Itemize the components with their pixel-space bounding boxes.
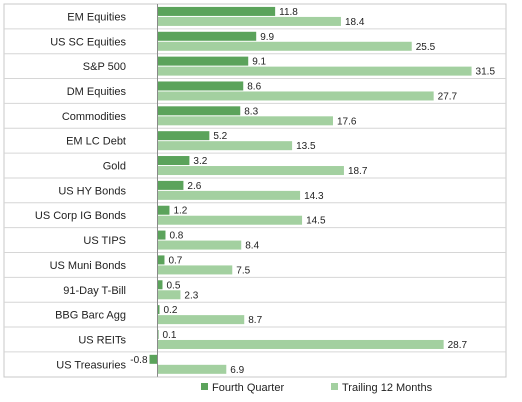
category-label-em-lc-debt: EM LC Debt <box>66 136 126 148</box>
value-label-trailing-12-months-us-hy-bonds: 14.3 <box>304 191 324 202</box>
bar-fourth-quarter-us-hy-bonds <box>157 180 184 190</box>
value-label-fourth-quarter-em-equities: 11.8 <box>279 7 298 18</box>
category-label-commodities: Commodities <box>62 111 127 123</box>
value-label-trailing-12-months-dm-equities: 27.7 <box>438 91 458 102</box>
category-label-us-reits: US REITs <box>78 334 126 346</box>
value-label-trailing-12-months-us-sc-equities: 25.5 <box>416 42 436 53</box>
category-label-bbg-barc-agg: BBG Barc Agg <box>55 310 126 322</box>
bar-trailing-12-months-gold <box>157 166 344 176</box>
bar-fourth-quarter-91-day-t-bill <box>157 280 163 290</box>
value-label-fourth-quarter-us-tips: 0.8 <box>169 231 183 242</box>
value-label-fourth-quarter-commodities: 8.3 <box>244 106 258 117</box>
category-label-91-day-t-bill: 91-Day T-Bill <box>63 285 126 297</box>
bar-trailing-12-months-commodities <box>157 116 333 126</box>
value-label-fourth-quarter-gold: 3.2 <box>193 156 207 167</box>
bar-trailing-12-months-us-sc-equities <box>157 41 412 51</box>
bar-trailing-12-months-91-day-t-bill <box>157 290 181 300</box>
value-label-fourth-quarter-us-sc-equities: 9.9 <box>260 32 274 43</box>
legend: Fourth Quarter Trailing 12 Months <box>201 382 433 394</box>
bar-fourth-quarter-gold <box>157 156 190 166</box>
value-label-fourth-quarter-sandp-500: 9.1 <box>252 57 266 68</box>
bar-fourth-quarter-dm-equities <box>157 81 244 91</box>
value-label-trailing-12-months-commodities: 17.6 <box>337 116 357 127</box>
bar-fourth-quarter-bbg-barc-agg <box>157 305 160 315</box>
category-label-us-muni-bonds: US Muni Bonds <box>50 260 127 272</box>
value-label-trailing-12-months-gold: 18.7 <box>348 166 368 177</box>
value-labels: 11.8 18.4 9.9 25.5 9.1 31.5 8.6 27.7 8.3 17.6 5.2 1… <box>130 7 495 376</box>
value-label-fourth-quarter-em-lc-debt: 5.2 <box>213 131 227 142</box>
value-label-fourth-quarter-us-treasuries: -0.8 <box>130 355 148 366</box>
value-label-fourth-quarter-91-day-t-bill: 0.5 <box>166 280 180 291</box>
value-label-trailing-12-months-us-treasuries: 6.9 <box>230 365 244 376</box>
bar-trailing-12-months-us-muni-bonds <box>157 265 233 275</box>
category-label-dm-equities: DM Equities <box>67 86 127 98</box>
value-label-trailing-12-months-sandp-500: 31.5 <box>476 67 496 78</box>
category-label-us-treasuries: US Treasuries <box>56 359 126 371</box>
bar-fourth-quarter-us-tips <box>157 230 166 240</box>
value-label-fourth-quarter-us-corp-ig-bonds: 1.2 <box>173 206 187 217</box>
bar-trailing-12-months-sandp-500 <box>157 66 472 76</box>
bars-layer <box>149 6 472 374</box>
bar-trailing-12-months-em-equities <box>157 16 341 26</box>
value-label-trailing-12-months-us-reits: 28.7 <box>448 340 468 351</box>
bar-fourth-quarter-commodities <box>157 106 241 116</box>
legend-swatch-fourth-quarter <box>201 383 208 390</box>
value-label-fourth-quarter-bbg-barc-agg: 0.2 <box>163 305 177 316</box>
category-label-us-sc-equities: US SC Equities <box>50 36 126 48</box>
bar-trailing-12-months-us-treasuries <box>157 364 227 374</box>
value-label-trailing-12-months-em-lc-debt: 13.5 <box>296 141 316 152</box>
value-label-trailing-12-months-em-equities: 18.4 <box>345 17 365 28</box>
bar-fourth-quarter-us-treasuries <box>149 354 158 364</box>
value-label-fourth-quarter-us-muni-bonds: 0.7 <box>168 255 182 266</box>
value-label-fourth-quarter-dm-equities: 8.6 <box>247 81 261 92</box>
bar-fourth-quarter-us-muni-bonds <box>157 255 165 265</box>
bar-trailing-12-months-us-hy-bonds <box>157 190 301 200</box>
bar-fourth-quarter-sandp-500 <box>157 56 249 66</box>
bar-fourth-quarter-us-corp-ig-bonds <box>157 205 170 215</box>
bar-fourth-quarter-em-lc-debt <box>157 131 210 141</box>
value-label-trailing-12-months-us-muni-bonds: 7.5 <box>236 265 250 276</box>
legend-swatch-trailing-12-months <box>331 383 338 390</box>
category-label-gold: Gold <box>103 161 126 173</box>
plot-frame <box>3 3 507 378</box>
row-separators <box>4 28 506 353</box>
category-labels: EM Equities US SC Equities S&P 500 DM Equit… <box>35 11 127 371</box>
category-label-us-corp-ig-bonds: US Corp IG Bonds <box>35 210 127 222</box>
bar-trailing-12-months-bbg-barc-agg <box>157 315 245 325</box>
category-label-sandp-500: S&P 500 <box>83 61 126 73</box>
legend-label-fourth-quarter: Fourth Quarter <box>212 382 284 394</box>
bar-fourth-quarter-us-sc-equities <box>157 31 257 41</box>
value-label-trailing-12-months-bbg-barc-agg: 8.7 <box>248 315 262 326</box>
value-label-trailing-12-months-us-tips: 8.4 <box>245 241 259 252</box>
bar-trailing-12-months-us-tips <box>157 240 242 250</box>
bar-trailing-12-months-us-reits <box>157 339 444 349</box>
value-label-trailing-12-months-91-day-t-bill: 2.3 <box>184 290 198 301</box>
bar-fourth-quarter-em-equities <box>157 6 276 16</box>
category-label-em-equities: EM Equities <box>67 11 126 23</box>
legend-label-trailing-12-months: Trailing 12 Months <box>342 382 433 394</box>
value-label-fourth-quarter-us-reits: 0.1 <box>162 330 176 341</box>
value-label-fourth-quarter-us-hy-bonds: 2.6 <box>187 181 201 192</box>
category-label-us-hy-bonds: US HY Bonds <box>58 185 126 197</box>
value-label-trailing-12-months-us-corp-ig-bonds: 14.5 <box>306 216 326 227</box>
bar-trailing-12-months-us-corp-ig-bonds <box>157 215 303 225</box>
bar-trailing-12-months-dm-equities <box>157 91 434 101</box>
category-label-us-tips: US TIPS <box>83 235 126 247</box>
bar-trailing-12-months-em-lc-debt <box>157 141 293 151</box>
